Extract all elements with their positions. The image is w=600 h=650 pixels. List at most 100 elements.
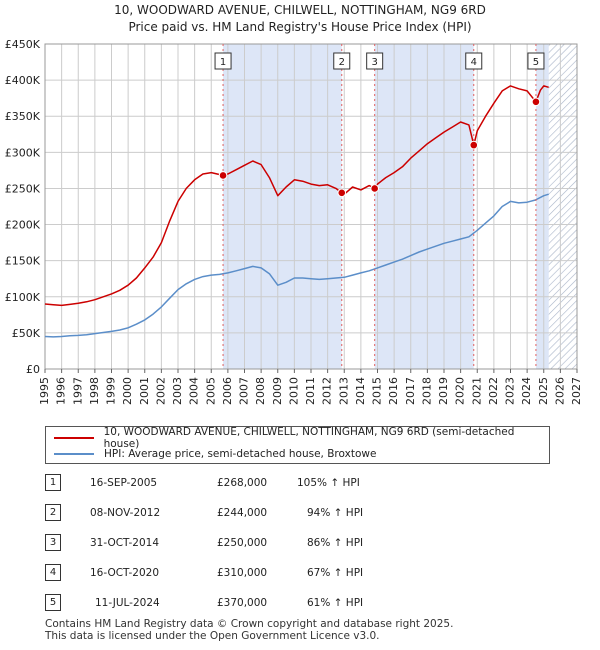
sale-price: £244,000 <box>217 507 268 519</box>
x-tick-label: 2020 <box>454 377 467 405</box>
ownership-period-shade <box>374 44 474 369</box>
x-tick-label: 2016 <box>387 377 400 405</box>
sale-price: £268,000 <box>217 477 268 489</box>
sale-hpi-change: 86% ↑ HPI <box>307 537 364 549</box>
x-tick-label: 2018 <box>420 377 433 405</box>
y-tick-label: £450K <box>5 38 41 51</box>
sale-row: 4 16-OCT-2020 £310,000 67% ↑ HPI <box>45 564 550 584</box>
ownership-period-shade <box>535 44 549 369</box>
y-tick-label: £200K <box>5 219 41 232</box>
x-tick-label: 2026 <box>553 377 566 405</box>
x-tick-label: 2007 <box>238 377 251 405</box>
x-tick-label: 2014 <box>354 377 367 405</box>
sale-label-number: 3 <box>371 57 377 68</box>
sale-label-box <box>366 52 384 70</box>
sale-label-box <box>527 52 545 70</box>
sale-label-number: 4 <box>471 57 477 68</box>
chart-title: 10, WOODWARD AVENUE, CHILWELL, NOTTINGHA… <box>114 3 486 17</box>
sale-point <box>469 140 479 150</box>
x-tick-label: 1999 <box>105 377 118 405</box>
y-tick-label: £0 <box>26 363 40 376</box>
y-tick-label: £250K <box>5 182 41 195</box>
y-tick-label: £100K <box>5 291 41 304</box>
x-tick-label: 2013 <box>337 377 350 405</box>
sale-point <box>531 97 541 107</box>
y-tick-label: £150K <box>5 255 41 268</box>
x-tick-label: 2012 <box>321 377 334 405</box>
sale-hpi-change: 61% ↑ HPI <box>307 597 364 609</box>
sale-number-badge: 4 <box>45 564 61 581</box>
x-tick-label: 2004 <box>188 377 201 405</box>
x-tick-label: 2025 <box>537 377 550 405</box>
x-tick-label: 2027 <box>570 377 583 405</box>
y-tick-label: £50K <box>12 327 41 340</box>
sale-hpi-change: 94% ↑ HPI <box>307 507 364 519</box>
sale-row: 5 11-JUL-2024 £370,000 61% ↑ HPI <box>45 594 550 614</box>
x-tick-label: 1998 <box>88 377 101 405</box>
sale-label-box <box>333 52 351 70</box>
x-tick-label: 2010 <box>287 377 300 405</box>
y-tick-label: £350K <box>5 110 41 123</box>
y-tick-label: £300K <box>5 146 41 159</box>
sale-point <box>337 188 347 198</box>
x-tick-label: 2005 <box>204 377 217 405</box>
x-tick-label: 2024 <box>520 377 533 405</box>
grid-lines <box>44 43 578 370</box>
x-tick-label: 2009 <box>271 377 284 405</box>
sale-row: 2 08-NOV-2012 £244,000 94% ↑ HPI <box>45 504 550 524</box>
legend-label-property: 10, WOODWARD AVENUE, CHILWELL, NOTTINGHA… <box>103 426 515 450</box>
y-axis: £0 £50K £100K £150K £200K £250K £300K £350K £400… <box>5 38 41 376</box>
sale-hpi-change: 67% ↑ HPI <box>307 567 364 579</box>
sale-point <box>218 171 228 180</box>
x-tick-label: 2017 <box>404 377 417 405</box>
hpi-series-line <box>44 193 549 338</box>
x-tick-label: 1996 <box>55 377 68 405</box>
x-tick-label: 2001 <box>138 377 151 405</box>
x-tick-label: 2022 <box>487 377 500 405</box>
sale-number-badge: 5 <box>45 594 61 611</box>
x-tick-label: 2019 <box>437 377 450 405</box>
x-tick-label: 2002 <box>154 377 167 405</box>
legend-label-hpi: HPI: Average price, semi-detached house,… <box>104 448 377 460</box>
x-axis: 1995 1996 1997 1998 1999 2000 2001 2002 2003 2004… <box>38 369 583 405</box>
sale-date: 08-NOV-2012 <box>90 507 161 519</box>
sale-number-badge: 3 <box>45 534 61 551</box>
x-tick-label: 2011 <box>304 377 317 405</box>
sale-label-box <box>465 52 483 70</box>
sale-label-number: 5 <box>533 57 539 68</box>
ownership-period-shade <box>223 44 342 369</box>
legend-swatch-property <box>54 437 94 439</box>
legend-item-hpi: HPI: Average price, semi-detached house,… <box>54 446 376 462</box>
sale-price: £310,000 <box>217 567 268 579</box>
x-tick-label: 2000 <box>121 377 134 405</box>
sale-label-number: 1 <box>220 57 226 68</box>
sale-label-box <box>214 52 232 70</box>
x-tick-label: 2015 <box>371 377 384 405</box>
sale-date: 11-JUL-2024 <box>95 597 160 609</box>
x-tick-label: 2023 <box>504 377 517 405</box>
price-chart: 10, WOODWARD AVENUE, CHILWELL, NOTTINGHA… <box>5 3 583 405</box>
sale-date: 16-SEP-2005 <box>90 477 158 489</box>
footer-copyright: Contains HM Land Registry data © Crown c… <box>45 618 454 630</box>
x-tick-label: 1997 <box>71 377 84 405</box>
x-tick-label: 2006 <box>221 377 234 405</box>
footer: Contains HM Land Registry data © Crown c… <box>45 618 453 642</box>
sale-markers: 1 2 3 4 5 <box>214 44 545 369</box>
chart-legend: 10, WOODWARD AVENUE, CHILWELL, NOTTINGHA… <box>45 426 550 464</box>
x-tick-label: 2008 <box>254 377 267 405</box>
footer-licence: This data is licensed under the Open Gov… <box>45 630 380 642</box>
sale-row: 1 16-SEP-2005 £268,000 105% ↑ HPI <box>45 474 550 494</box>
sale-label-number: 2 <box>339 57 345 68</box>
x-tick-label: 1995 <box>38 377 51 405</box>
sale-point <box>370 184 379 193</box>
sale-price: £370,000 <box>217 597 268 609</box>
sale-number-badge: 2 <box>45 504 61 521</box>
y-tick-label: £400K <box>5 74 41 87</box>
legend-swatch-hpi <box>54 453 94 455</box>
chart-subtitle: Price paid vs. HM Land Registry's House … <box>128 20 471 34</box>
sale-number-badge: 1 <box>45 474 61 491</box>
sale-date: 31-OCT-2014 <box>90 537 159 549</box>
sale-row: 3 31-OCT-2014 £250,000 86% ↑ HPI <box>45 534 550 554</box>
sale-date: 16-OCT-2020 <box>90 567 159 579</box>
sale-price: £250,000 <box>217 537 268 549</box>
